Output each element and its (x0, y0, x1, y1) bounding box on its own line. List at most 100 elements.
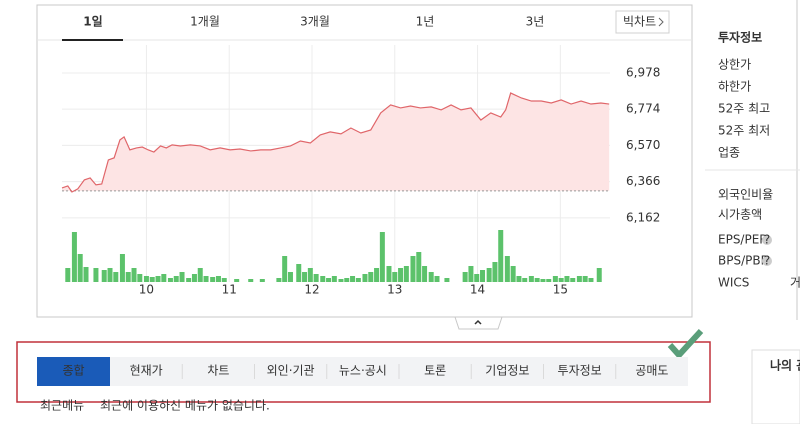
volume-bar (510, 266, 516, 282)
volume-bar (234, 279, 240, 282)
volume-bar (331, 276, 337, 282)
volume-bar (307, 268, 313, 282)
period-tab[interactable]: 3년 (526, 15, 545, 29)
period-tab[interactable]: 1년 (416, 15, 435, 29)
menu-tab[interactable]: 기업정보 (485, 364, 529, 378)
menu-tab[interactable]: 뉴스·공시 (339, 364, 387, 378)
x-tick-label: 12 (304, 283, 319, 297)
volume-bar (468, 266, 474, 282)
menu-tab[interactable]: 차트 (207, 364, 229, 378)
recent-menu-label: 최근메뉴 (40, 399, 84, 413)
volume-bar (552, 276, 558, 282)
volume-bar (576, 276, 582, 282)
big-chart-button[interactable] (615, 10, 670, 34)
period-tab[interactable]: 3개월 (300, 15, 330, 29)
volume-bar (492, 262, 498, 282)
volume-bar (422, 266, 428, 282)
info-item: EPS/PER (718, 233, 768, 247)
side-box (751, 349, 800, 424)
volume-bar (480, 270, 486, 282)
highlight-box (16, 341, 711, 403)
volume-bar (93, 268, 99, 282)
volume-bar (179, 272, 185, 282)
volume-bar (444, 278, 450, 282)
volume-bar (191, 274, 197, 282)
volume-bar (107, 268, 113, 282)
volume-bar (546, 279, 552, 282)
y-tick-label: 6,978 (626, 65, 660, 79)
menu-tab[interactable]: 토론 (424, 364, 446, 378)
volume-bar (282, 256, 288, 282)
menu-tab[interactable]: 외인·기관 (267, 364, 315, 378)
volume-bar (326, 278, 332, 282)
info-item: 상한가 (718, 58, 751, 72)
volume-bar (522, 278, 528, 282)
volume-bar (119, 254, 125, 282)
volume-bar (287, 272, 293, 282)
volume-bar (344, 278, 350, 282)
x-tick-label: 11 (222, 283, 237, 297)
volume-bar (596, 268, 602, 282)
y-tick-label: 6,774 (626, 102, 660, 116)
y-tick-label: 6,366 (626, 174, 660, 188)
volume-bar (77, 254, 83, 282)
volume-bar (582, 276, 588, 282)
volume-bar (173, 276, 179, 282)
volume-bar (534, 278, 540, 282)
info-cutoff: 거 (790, 276, 800, 290)
collapse-tab[interactable] (454, 316, 503, 330)
help-icon[interactable] (762, 235, 772, 245)
period-tab[interactable]: 1개월 (190, 15, 220, 29)
volume-bar (320, 276, 326, 282)
volume-bar (215, 276, 221, 282)
volume-bar (149, 277, 155, 282)
volume-bar (155, 276, 161, 282)
volume-bar (221, 278, 227, 282)
volume-bar (210, 277, 216, 282)
menu-tab[interactable]: 현재가 (130, 364, 163, 378)
volume-bar (434, 276, 440, 282)
info-item: 시가총액 (718, 208, 762, 222)
volume-bar (570, 278, 576, 282)
help-icon-text: ? (764, 254, 770, 268)
volume-bar (516, 276, 522, 282)
volume-bar (392, 272, 398, 282)
help-icon-text: ? (764, 233, 770, 247)
price-line (61, 92, 610, 193)
volume-bar (161, 274, 167, 282)
menu-tab[interactable]: 투자정보 (558, 364, 602, 378)
volume-bar (101, 270, 107, 282)
collapse-icon (474, 319, 482, 325)
period-tab[interactable]: 1일 (83, 15, 102, 29)
y-tick-label: 6,570 (626, 138, 660, 152)
x-tick-label: 10 (139, 283, 154, 297)
info-item: 52주 최고 (718, 102, 770, 116)
menu-tab[interactable]: 공매도 (635, 364, 668, 378)
volume-bar (486, 268, 492, 282)
menu-tab[interactable]: 종합 (62, 364, 84, 378)
volume-bar (71, 232, 77, 282)
volume-bar (65, 268, 71, 282)
volume-bar (362, 274, 368, 282)
y-tick-label: 6,162 (626, 210, 660, 224)
info-item: 업종 (718, 146, 740, 160)
help-icon[interactable] (762, 256, 772, 266)
menu-tab-selected[interactable] (37, 357, 110, 386)
volume-bar (355, 278, 361, 282)
volume-bar (125, 272, 131, 282)
volume-bar (203, 276, 209, 282)
volume-bar (588, 278, 594, 282)
volume-bar (558, 278, 564, 282)
volume-bar (350, 276, 356, 282)
volume-bar (368, 272, 374, 282)
volume-bar (462, 272, 468, 282)
volume-bar (197, 268, 203, 282)
volume-bar (540, 279, 546, 282)
volume-bar (313, 274, 319, 282)
info-item: WICS (718, 276, 749, 290)
volume-bar (296, 264, 302, 282)
info-item: 52주 최저 (718, 124, 770, 138)
area-fill (62, 93, 610, 192)
volume-bar (374, 268, 380, 282)
